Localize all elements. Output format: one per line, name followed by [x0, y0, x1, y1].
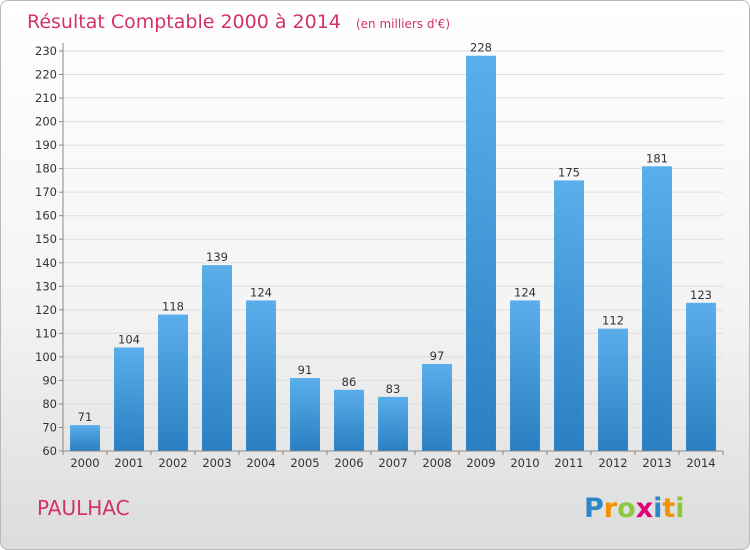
x-tick-label: 2006 [334, 456, 363, 470]
y-tick-label: 80 [42, 397, 57, 411]
value-label-2002: 118 [162, 300, 184, 314]
y-tick-label: 140 [35, 256, 57, 270]
logo-letter: x [636, 493, 653, 524]
bar-2009 [466, 55, 496, 452]
y-tick-label: 190 [35, 138, 57, 152]
y-tick-label: 210 [35, 91, 57, 105]
y-tick-label: 160 [35, 209, 57, 223]
value-label-2003: 139 [206, 250, 228, 264]
logo-letter: r [604, 493, 618, 524]
bar-2001 [114, 347, 144, 451]
y-tick-label: 110 [35, 326, 57, 340]
x-tick-label: 2007 [378, 456, 407, 470]
value-label-2001: 104 [118, 332, 140, 346]
y-tick-label: 170 [35, 185, 57, 199]
value-label-2006: 86 [342, 375, 357, 389]
y-tick-label: 200 [35, 115, 57, 129]
y-tick-label: 100 [35, 350, 57, 364]
x-tick-label: 2011 [554, 456, 583, 470]
bar-2011 [554, 180, 584, 452]
x-tick-label: 2002 [158, 456, 187, 470]
y-tick-label: 120 [35, 303, 57, 317]
value-label-2010: 124 [514, 285, 536, 299]
bar-2004 [246, 300, 276, 451]
x-axis: 2000 2001 2002 2003 2004 2005 2006 2007 2008 2009… [62, 450, 724, 470]
bar-2003 [202, 265, 232, 451]
y-axis: 60 70 80 90 100 110 120 130 140 150 160 170 180 190 20… [35, 43, 64, 458]
logo-letter: i [653, 493, 662, 524]
x-tick-label: 2013 [642, 456, 671, 470]
y-tick-label: 70 [42, 420, 57, 434]
logo-letter: i [675, 493, 684, 524]
x-tick-label: 2010 [510, 456, 539, 470]
x-tick-label: 2003 [202, 456, 231, 470]
bars: 71 104 118 139 124 91 86 83 97 228 124 175 112 181 123 [70, 41, 716, 452]
value-label-2007: 83 [386, 382, 401, 396]
place-name: PAULHAC [37, 496, 130, 520]
bar-2012 [598, 328, 628, 451]
logo-letter: o [617, 493, 636, 524]
value-label-2013: 181 [646, 151, 668, 165]
x-tick-label: 2009 [466, 456, 495, 470]
x-tick-label: 2014 [686, 456, 715, 470]
y-tick-label: 130 [35, 279, 57, 293]
y-tick-label: 180 [35, 162, 57, 176]
y-tick-label: 90 [42, 373, 57, 387]
bar-2007 [378, 396, 408, 451]
chart-unit-note: (en milliers d'€) [356, 17, 450, 31]
y-tick-label: 230 [35, 44, 57, 58]
value-label-2009: 228 [470, 41, 492, 55]
bar-2010 [510, 300, 540, 451]
chart-title: Résultat Comptable 2000 à 2014 [27, 11, 341, 33]
logo-letter: t [662, 493, 675, 524]
logo-letter: P [584, 493, 604, 524]
proxiti-logo: Proxiti [584, 493, 685, 524]
bar-2014 [686, 302, 716, 451]
value-label-2014: 123 [690, 288, 712, 302]
value-label-2011: 175 [558, 165, 580, 179]
value-label-2012: 112 [602, 314, 624, 328]
chart-title-group: Résultat Comptable 2000 à 2014 (en milli… [27, 11, 450, 33]
value-label-2000: 71 [78, 410, 93, 424]
bar-2000 [70, 425, 100, 451]
x-tick-label: 2004 [246, 456, 275, 470]
bar-2002 [158, 314, 188, 451]
value-label-2005: 91 [298, 363, 313, 377]
bar-2006 [334, 389, 364, 451]
bar-2005 [290, 378, 320, 451]
x-tick-label: 2005 [290, 456, 319, 470]
y-tick-label: 60 [42, 444, 57, 458]
bar-2013 [642, 166, 672, 451]
value-label-2008: 97 [430, 349, 445, 363]
value-label-2004: 124 [250, 285, 272, 299]
x-tick-label: 2008 [422, 456, 451, 470]
x-tick-label: 2000 [70, 456, 99, 470]
x-tick-label: 2001 [114, 456, 143, 470]
y-tick-label: 150 [35, 232, 57, 246]
y-tick-label: 220 [35, 68, 57, 82]
x-tick-label: 2012 [598, 456, 627, 470]
bar-2008 [422, 363, 452, 451]
